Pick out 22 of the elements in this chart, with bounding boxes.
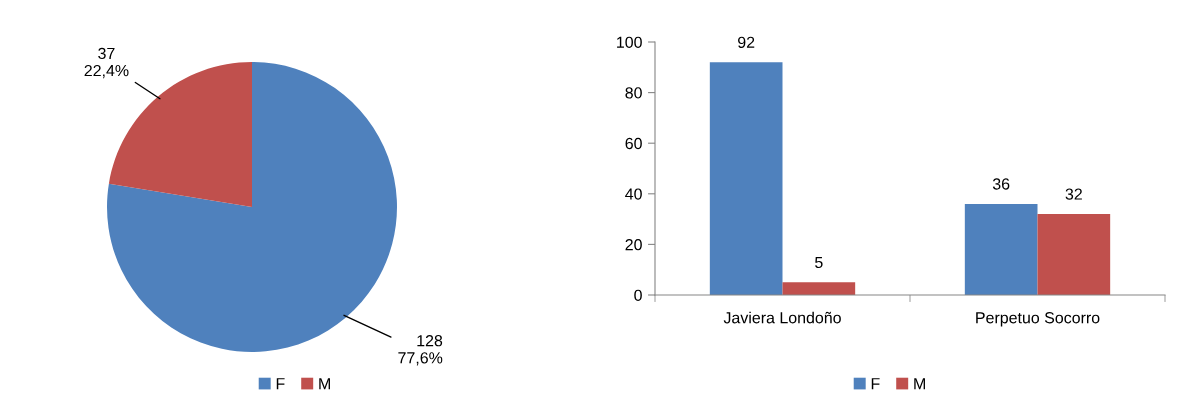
legend-label: F — [871, 378, 880, 390]
data-label: 32 — [1065, 188, 1082, 200]
data-label: 128 77,6% — [398, 335, 443, 366]
legend-label: M — [319, 378, 330, 390]
legend-label: M — [914, 378, 925, 390]
data-label: 5 — [815, 256, 823, 269]
y-tick-label: 0 — [634, 289, 642, 301]
data-label: 92 — [738, 36, 755, 48]
legend-label: F — [276, 378, 285, 390]
bar — [709, 62, 783, 295]
y-tick-label: 20 — [625, 239, 642, 251]
y-tick-label: 60 — [625, 137, 642, 150]
data-label: 37 22,4% — [84, 47, 129, 79]
data-label: 36 — [992, 178, 1010, 190]
y-tick-label: 80 — [625, 87, 642, 99]
y-tick-label: 100 — [617, 36, 642, 48]
x-tick-label: Javiera Londoño — [723, 311, 841, 324]
y-tick-label: 40 — [625, 188, 642, 200]
bar — [782, 282, 856, 295]
bar — [964, 203, 1038, 295]
x-tick-label: Perpetuo Socorro — [976, 312, 1100, 327]
bar — [1037, 214, 1111, 295]
